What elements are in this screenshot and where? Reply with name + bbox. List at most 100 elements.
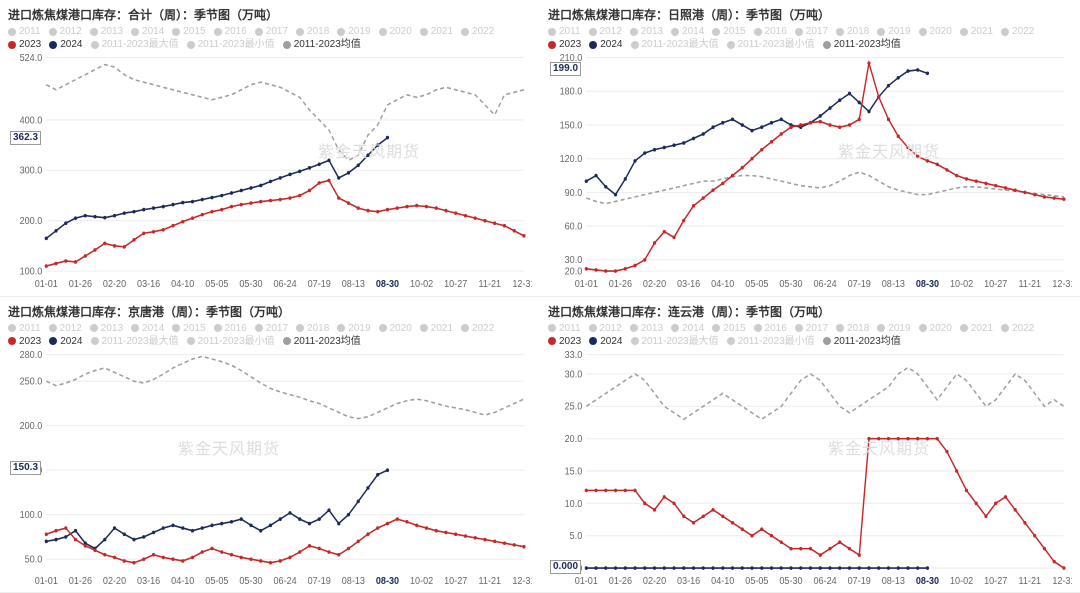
legend-item-2013[interactable]: 2013 [90, 322, 123, 335]
legend-dot [379, 28, 387, 36]
legend-item-2020[interactable]: 2020 [379, 25, 412, 38]
legend-item-2011[interactable]: 2011 [548, 25, 581, 38]
legend-item-2013[interactable]: 2013 [90, 25, 123, 38]
svg-text:07-19: 07-19 [848, 278, 871, 290]
legend-item-2015[interactable]: 2015 [172, 322, 205, 335]
legend-item-2015[interactable]: 2015 [712, 25, 745, 38]
y-value-box: 199.0 [550, 62, 581, 76]
legend-label: 2012 [600, 322, 622, 335]
legend-label: 2023 [19, 335, 41, 348]
legend-item-2024[interactable]: 2024 [49, 335, 82, 348]
legend-item-2020[interactable]: 2020 [379, 322, 412, 335]
legend-item-2014[interactable]: 2014 [671, 322, 704, 335]
legend-item-2011-2023最小值[interactable]: 2011-2023最小值 [727, 335, 815, 348]
legend-item-2023[interactable]: 2023 [8, 335, 41, 348]
legend-item-2020[interactable]: 2020 [919, 25, 952, 38]
legend-dot [823, 41, 831, 49]
legend-item-2023[interactable]: 2023 [8, 38, 41, 51]
legend-item-2011-2023最大值[interactable]: 2011-2023最大值 [91, 335, 179, 348]
chart-title: 进口炼焦煤港口库存：日照港（周）：季节图（万吨） [548, 6, 1072, 23]
legend-label: 2011-2023均值 [294, 38, 361, 51]
legend-item-2011-2023最大值[interactable]: 2011-2023最大值 [631, 38, 719, 51]
legend-item-2018[interactable]: 2018 [296, 25, 329, 38]
legend-item-2024[interactable]: 2024 [589, 335, 622, 348]
legend-item-2019[interactable]: 2019 [337, 25, 370, 38]
legend-item-2019[interactable]: 2019 [877, 322, 910, 335]
svg-text:07-19: 07-19 [308, 575, 331, 587]
legend-item-2014[interactable]: 2014 [671, 25, 704, 38]
legend-item-2014[interactable]: 2014 [131, 25, 164, 38]
svg-text:12-31: 12-31 [1052, 575, 1072, 587]
legend-item-2023[interactable]: 2023 [548, 335, 581, 348]
svg-text:08-30: 08-30 [376, 278, 399, 290]
legend-item-2011-2023均值[interactable]: 2011-2023均值 [283, 38, 361, 51]
legend-item-2017[interactable]: 2017 [795, 322, 828, 335]
legend-item-2011[interactable]: 2011 [8, 322, 41, 335]
legend-item-2011[interactable]: 2011 [8, 25, 41, 38]
chart-area: 20.030.060.090.0120.0150.0180.0210.001-0… [548, 53, 1072, 292]
legend-dot [548, 28, 556, 36]
svg-text:15.0: 15.0 [565, 465, 583, 477]
legend-item-2016[interactable]: 2016 [214, 322, 247, 335]
legend-item-2022[interactable]: 2022 [1001, 322, 1034, 335]
legend-item-2021[interactable]: 2021 [420, 25, 453, 38]
legend-item-2019[interactable]: 2019 [877, 25, 910, 38]
legend-item-2021[interactable]: 2021 [960, 322, 993, 335]
chart-grid: 进口炼焦煤港口库存：合计（周）：季节图（万吨）20112012201320142… [0, 0, 1080, 593]
svg-text:04-10: 04-10 [711, 575, 734, 587]
legend-item-2016[interactable]: 2016 [754, 25, 787, 38]
legend-label: 2019 [348, 322, 370, 335]
legend-item-2012[interactable]: 2012 [49, 322, 82, 335]
legend-item-2018[interactable]: 2018 [836, 25, 869, 38]
chart-area: 100.0200.0300.0400.0524.001-0101-2602-20… [8, 53, 532, 292]
legend-item-2012[interactable]: 2012 [589, 322, 622, 335]
legend-item-2017[interactable]: 2017 [255, 25, 288, 38]
legend-item-2024[interactable]: 2024 [589, 38, 622, 51]
legend-label: 2018 [307, 322, 329, 335]
legend-dot [960, 28, 968, 36]
legend-item-2016[interactable]: 2016 [214, 25, 247, 38]
legend-item-2011-2023最小值[interactable]: 2011-2023最小值 [187, 38, 275, 51]
legend-item-2021[interactable]: 2021 [960, 25, 993, 38]
legend-item-2022[interactable]: 2022 [461, 25, 494, 38]
legend-label: 2022 [1012, 25, 1034, 38]
legend-item-2013[interactable]: 2013 [630, 25, 663, 38]
legend-item-2011[interactable]: 2011 [548, 322, 581, 335]
legend-dot [836, 28, 844, 36]
legend-item-2011-2023最小值[interactable]: 2011-2023最小值 [187, 335, 275, 348]
legend-dot [8, 337, 16, 345]
panel-2: 进口炼焦煤港口库存：京唐港（周）：季节图（万吨）2011201220132014… [0, 297, 540, 593]
legend-label: 2011-2023最小值 [738, 38, 815, 51]
legend-dot [214, 324, 222, 332]
legend-item-2011-2023均值[interactable]: 2011-2023均值 [823, 38, 901, 51]
legend-item-2018[interactable]: 2018 [836, 322, 869, 335]
legend-item-2012[interactable]: 2012 [589, 25, 622, 38]
legend-item-2011-2023均值[interactable]: 2011-2023均值 [283, 335, 361, 348]
legend-item-2017[interactable]: 2017 [255, 322, 288, 335]
legend-dot [754, 324, 762, 332]
legend-dot [1001, 324, 1009, 332]
legend-item-2024[interactable]: 2024 [49, 38, 82, 51]
legend-item-2012[interactable]: 2012 [49, 25, 82, 38]
legend-item-2013[interactable]: 2013 [630, 322, 663, 335]
legend-item-2011-2023最大值[interactable]: 2011-2023最大值 [91, 38, 179, 51]
legend-item-2019[interactable]: 2019 [337, 322, 370, 335]
legend-dot [131, 28, 139, 36]
legend-item-2020[interactable]: 2020 [919, 322, 952, 335]
legend-dot [283, 337, 291, 345]
legend-item-2017[interactable]: 2017 [795, 25, 828, 38]
legend-item-2016[interactable]: 2016 [754, 322, 787, 335]
legend-item-2018[interactable]: 2018 [296, 322, 329, 335]
legend-item-2015[interactable]: 2015 [172, 25, 205, 38]
legend-item-2014[interactable]: 2014 [131, 322, 164, 335]
legend-item-2015[interactable]: 2015 [712, 322, 745, 335]
legend-label: 2023 [559, 335, 581, 348]
legend-item-2022[interactable]: 2022 [461, 322, 494, 335]
legend-item-2022[interactable]: 2022 [1001, 25, 1034, 38]
legend-item-2011-2023均值[interactable]: 2011-2023均值 [823, 335, 901, 348]
legend-item-2021[interactable]: 2021 [420, 322, 453, 335]
chart-title: 进口炼焦煤港口库存：连云港（周）：季节图（万吨） [548, 303, 1072, 320]
legend-item-2023[interactable]: 2023 [548, 38, 581, 51]
legend-item-2011-2023最小值[interactable]: 2011-2023最小值 [727, 38, 815, 51]
legend-item-2011-2023最大值[interactable]: 2011-2023最大值 [631, 335, 719, 348]
